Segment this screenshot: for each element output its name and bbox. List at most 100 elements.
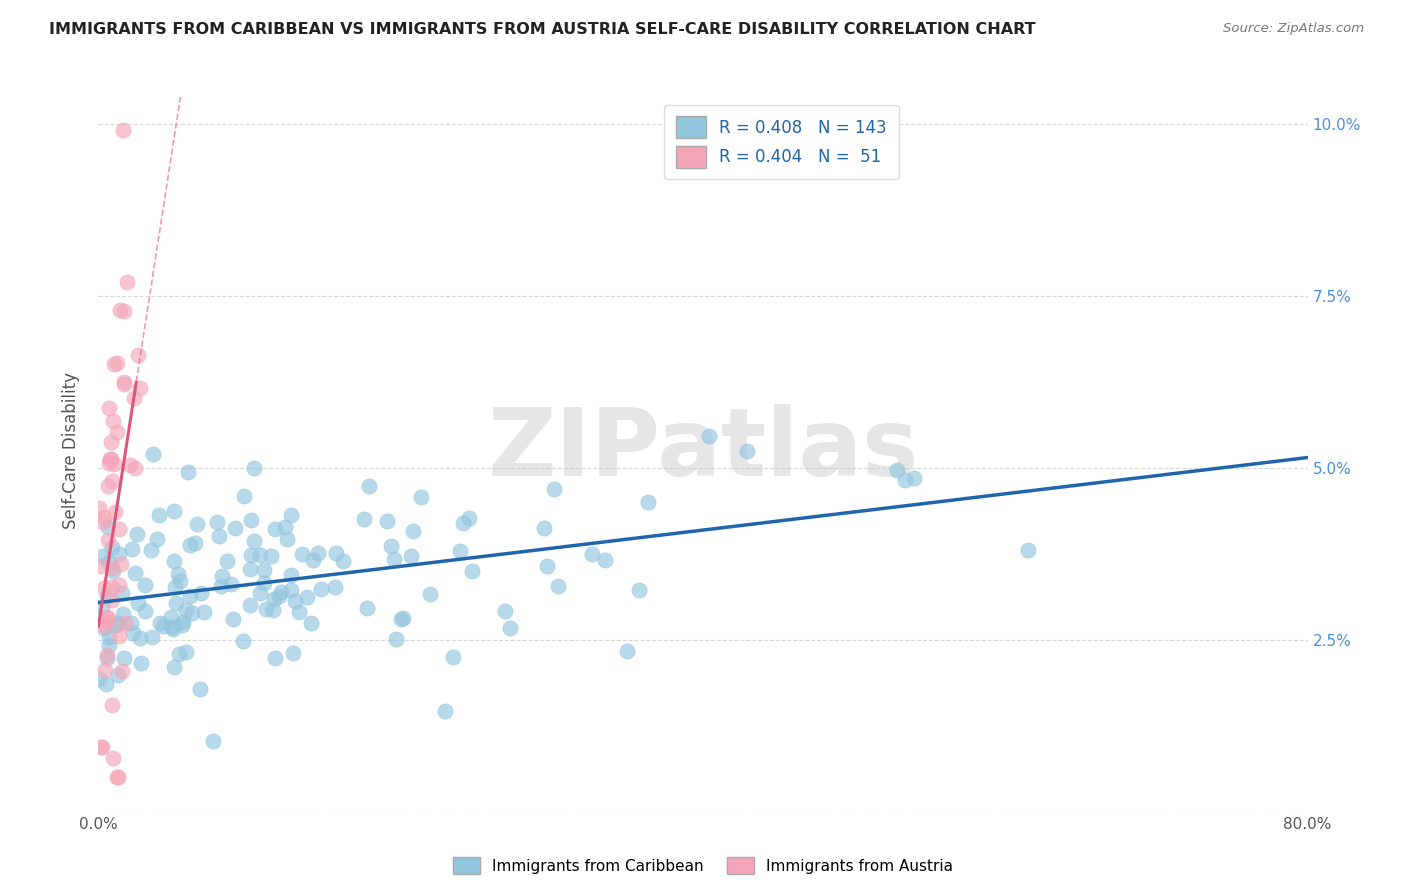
Point — [284, 594, 307, 608]
Point — [233, 489, 256, 503]
Point — [97, 479, 120, 493]
Point — [280, 568, 302, 582]
Point — [353, 512, 375, 526]
Point — [264, 522, 287, 536]
Point — [104, 618, 127, 632]
Point — [242, 534, 264, 549]
Point — [433, 704, 456, 718]
Point — [160, 609, 183, 624]
Point — [499, 621, 522, 635]
Point — [96, 610, 118, 624]
Point — [301, 552, 323, 566]
Point — [89, 672, 111, 686]
Point — [201, 734, 224, 748]
Point — [699, 429, 721, 443]
Point — [111, 122, 134, 136]
Y-axis label: Self-Care Disability: Self-Care Disability — [62, 372, 80, 529]
Text: IMMIGRANTS FROM CARIBBEAN VS IMMIGRANTS FROM AUSTRIA SELF-CARE DISABILITY CORREL: IMMIGRANTS FROM CARIBBEAN VS IMMIGRANTS … — [49, 22, 1036, 37]
Point — [98, 630, 121, 644]
Point — [280, 582, 302, 597]
Point — [281, 646, 304, 660]
Point — [495, 604, 517, 618]
Point — [96, 651, 118, 665]
Point — [97, 520, 120, 534]
Point — [239, 598, 262, 612]
Point — [89, 559, 111, 574]
Point — [239, 513, 262, 527]
Point — [219, 576, 242, 591]
Point — [169, 647, 191, 661]
Point — [96, 589, 118, 603]
Point — [112, 650, 135, 665]
Point — [384, 632, 406, 647]
Point — [93, 664, 115, 678]
Point — [389, 612, 412, 626]
Point — [108, 630, 131, 644]
Point — [111, 586, 134, 600]
Text: Source: ZipAtlas.com: Source: ZipAtlas.com — [1223, 22, 1364, 36]
Point — [239, 562, 262, 576]
Point — [111, 607, 134, 621]
Point — [90, 740, 112, 755]
Point — [616, 644, 638, 658]
Point — [402, 524, 425, 538]
Point — [87, 500, 110, 515]
Point — [152, 618, 174, 632]
Point — [174, 645, 197, 659]
Point — [107, 770, 129, 784]
Point — [299, 615, 322, 630]
Point — [1017, 543, 1039, 558]
Point — [107, 615, 129, 630]
Point — [100, 451, 122, 466]
Point — [98, 456, 121, 470]
Point — [134, 604, 156, 618]
Point — [232, 634, 254, 648]
Point — [110, 303, 132, 318]
Point — [263, 650, 285, 665]
Point — [146, 532, 169, 546]
Point — [262, 603, 284, 617]
Point — [103, 357, 125, 371]
Point — [162, 622, 184, 636]
Point — [375, 514, 398, 528]
Point — [332, 554, 354, 568]
Point — [359, 479, 381, 493]
Point — [392, 611, 415, 625]
Point — [205, 515, 228, 529]
Point — [183, 536, 205, 550]
Point — [163, 659, 186, 673]
Point — [122, 626, 145, 640]
Point — [101, 592, 124, 607]
Point — [101, 561, 124, 575]
Point — [253, 563, 276, 577]
Point — [190, 586, 212, 600]
Point — [111, 665, 134, 679]
Point — [120, 615, 142, 630]
Point — [122, 391, 145, 405]
Point — [110, 557, 132, 571]
Point — [91, 515, 114, 529]
Point — [449, 543, 471, 558]
Point — [149, 615, 172, 630]
Point — [243, 461, 266, 475]
Point — [211, 569, 233, 583]
Point — [169, 574, 191, 588]
Point — [224, 521, 246, 535]
Point — [208, 529, 231, 543]
Point — [100, 698, 122, 712]
Point — [141, 630, 163, 644]
Point — [894, 473, 917, 487]
Point — [547, 579, 569, 593]
Point — [307, 545, 329, 559]
Point — [98, 555, 121, 569]
Point — [93, 510, 115, 524]
Point — [103, 564, 125, 578]
Point — [186, 517, 208, 532]
Point — [125, 527, 148, 541]
Point — [104, 505, 127, 519]
Point — [249, 586, 271, 600]
Point — [886, 463, 908, 477]
Point — [107, 668, 129, 682]
Legend: R = 0.408   N = 143, R = 0.404   N =  51: R = 0.408 N = 143, R = 0.404 N = 51 — [665, 104, 898, 179]
Point — [253, 575, 276, 590]
